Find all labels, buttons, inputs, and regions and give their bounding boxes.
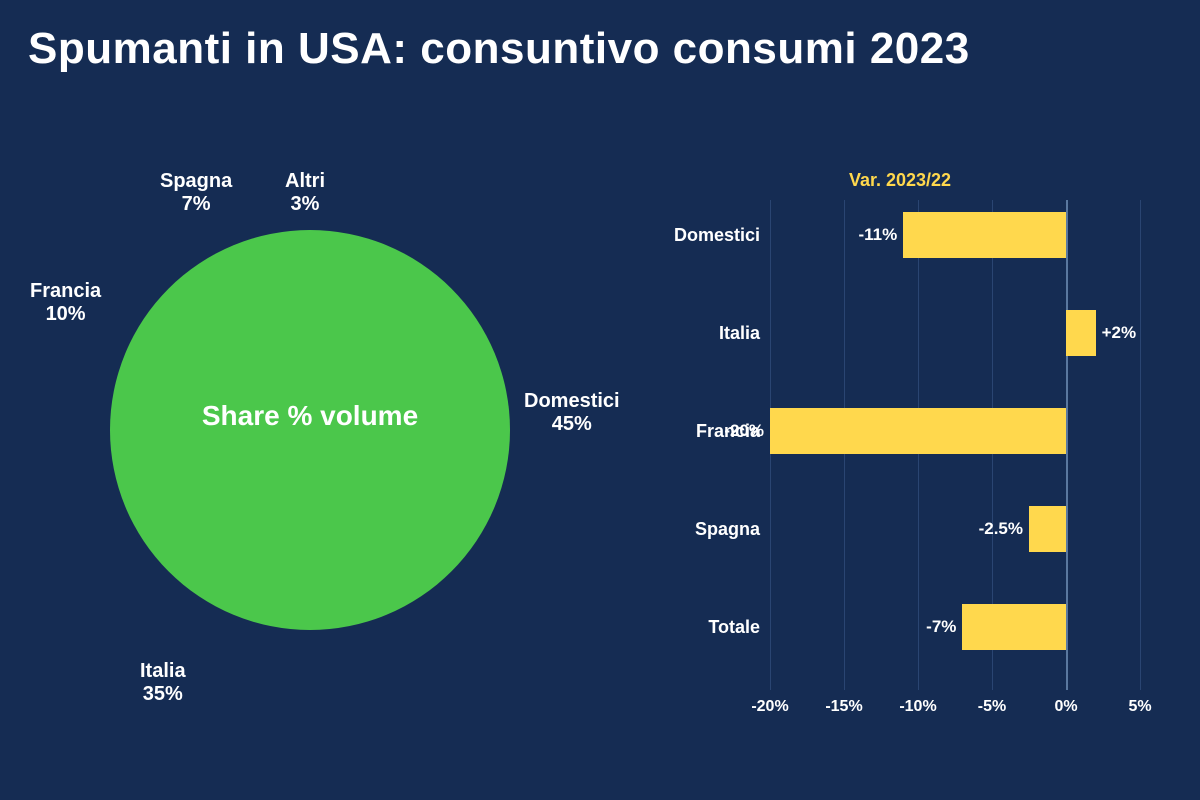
pie-label-value: 45%: [524, 413, 620, 436]
bar-value-label: -2.5%: [979, 504, 1023, 554]
bar-value-label: -11%: [858, 210, 897, 260]
bar-row-spagna: Spagna -2.5%: [640, 504, 1160, 554]
bar-track: -2.5%: [770, 504, 1140, 554]
bar-row-domestici: Domestici -11%: [640, 210, 1160, 260]
pie-label-name: Altri: [285, 170, 325, 193]
bar-category-label: Italia: [640, 308, 760, 358]
pie-label-name: Italia: [140, 660, 186, 683]
bar-chart-title: Var. 2023/22: [640, 170, 1160, 191]
pie-label-italia: Italia35%: [140, 660, 186, 706]
pie-chart: Share % volume Domestici45%Italia35%Fran…: [30, 150, 590, 750]
bar: [962, 604, 1066, 650]
x-tick-label: 5%: [1128, 698, 1151, 716]
pie-label-francia: Francia10%: [30, 280, 101, 326]
pie-label-spagna: Spagna7%: [160, 170, 232, 216]
bar-category-label: Totale: [640, 602, 760, 652]
bar: [770, 408, 1066, 454]
x-tick-label: -20%: [751, 698, 788, 716]
bar-track: +2%: [770, 308, 1140, 358]
x-tick-label: -5%: [978, 698, 1006, 716]
bar-track: -20%: [770, 406, 1140, 456]
pie-label-name: Spagna: [160, 170, 232, 193]
bar-row-totale: Totale -7%: [640, 602, 1160, 652]
bar-row-italia: Italia +2%: [640, 308, 1160, 358]
pie-label-value: 35%: [140, 683, 186, 706]
pie-label-name: Francia: [30, 280, 101, 303]
x-tick-label: 0%: [1054, 698, 1077, 716]
bar-category-label: Spagna: [640, 504, 760, 554]
bar: [1029, 506, 1066, 552]
x-tick-label: -10%: [899, 698, 936, 716]
pie-label-value: 3%: [285, 193, 325, 216]
pie-label-value: 10%: [30, 303, 101, 326]
bar-value-label: -20%: [724, 406, 764, 456]
pie-center-label: Share % volume: [150, 400, 470, 432]
x-tick-label: -15%: [825, 698, 862, 716]
bar-category-label: Domestici: [640, 210, 760, 260]
bar-track: -7%: [770, 602, 1140, 652]
bar-value-label: -7%: [926, 602, 956, 652]
pie-label-domestici: Domestici45%: [524, 390, 620, 436]
bar-value-label: +2%: [1102, 308, 1137, 358]
bar-track: -11%: [770, 210, 1140, 260]
pie-label-altri: Altri3%: [285, 170, 325, 216]
bar-row-francia: Francia-20%: [640, 406, 1160, 456]
bar: [903, 212, 1066, 258]
page-title: Spumanti in USA: consuntivo consumi 2023: [28, 24, 970, 74]
bar-chart: Var. 2023/22 -20% -15% -10% -5% 0% 5% Domesti…: [640, 170, 1160, 740]
pie-label-name: Domestici: [524, 390, 620, 413]
pie-label-value: 7%: [160, 193, 232, 216]
bar: [1066, 310, 1096, 356]
